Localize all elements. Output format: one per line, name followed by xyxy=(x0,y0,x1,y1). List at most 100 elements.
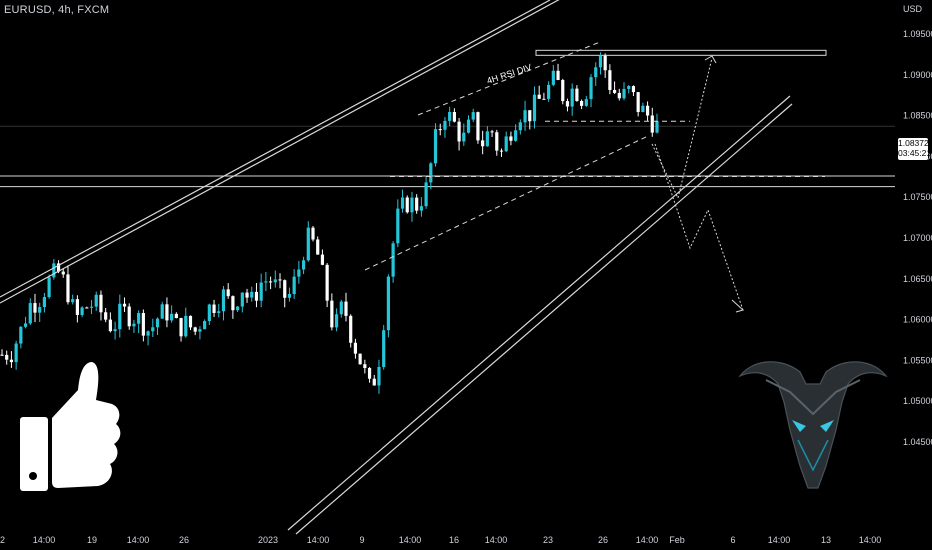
candle-body xyxy=(212,304,216,313)
candle-body xyxy=(122,303,127,307)
currency-label: USD xyxy=(903,4,923,14)
candle-body xyxy=(198,329,202,332)
candlesticks xyxy=(0,52,659,394)
candle-body xyxy=(236,306,240,311)
candle-body xyxy=(372,378,376,386)
x-tick-label: 9 xyxy=(359,535,364,545)
candle-body xyxy=(42,297,47,308)
candle-body xyxy=(250,291,254,298)
price-axis[interactable]: USD1.095001.090001.085001.080001.075001.… xyxy=(903,4,932,447)
candle-body xyxy=(655,121,659,133)
candle-body xyxy=(490,131,494,133)
x-tick-label: 2 xyxy=(0,535,5,545)
candle-body xyxy=(462,132,466,142)
y-tick-label: 1.08500 xyxy=(903,111,932,121)
last-price-marker[interactable]: 1.08372 03:45:21 xyxy=(898,138,932,160)
candle-body xyxy=(19,326,23,344)
candle-body xyxy=(259,282,263,301)
candle-body xyxy=(424,182,428,207)
candle-body xyxy=(334,314,339,328)
channel-line xyxy=(295,103,793,535)
candle-body xyxy=(56,263,61,272)
candle-body xyxy=(349,315,353,343)
y-tick-label: 1.05500 xyxy=(903,355,932,365)
candle-body xyxy=(386,276,391,331)
x-tick-label: 14:00 xyxy=(485,535,508,545)
candle-body xyxy=(278,279,282,281)
candle-body xyxy=(504,136,508,152)
candle-body xyxy=(311,227,315,240)
candle-body xyxy=(108,319,112,332)
y-tick-label: 1.07500 xyxy=(903,192,932,202)
candle-body xyxy=(410,197,414,213)
candle-body xyxy=(608,70,612,90)
candle-body xyxy=(603,55,607,71)
candle-body xyxy=(598,55,603,68)
candle-body xyxy=(9,359,14,363)
candle-body xyxy=(132,323,136,327)
y-tick-label: 1.09500 xyxy=(903,29,932,39)
candle-body xyxy=(344,301,348,316)
candle-body xyxy=(382,330,386,367)
projection-arrowhead xyxy=(731,299,745,313)
candle-body xyxy=(118,303,122,330)
x-tick-label: 14:00 xyxy=(33,535,56,545)
candle-body xyxy=(438,129,442,131)
candle-body xyxy=(170,313,174,321)
x-tick-label: 16 xyxy=(449,535,459,545)
candle-body xyxy=(636,92,640,113)
bullish-projection-path xyxy=(651,57,713,200)
candle-body xyxy=(617,92,621,99)
candle-body xyxy=(509,136,513,141)
candle-body xyxy=(61,271,65,275)
x-tick-label: 6 xyxy=(730,535,735,545)
candle-body xyxy=(594,67,598,78)
candle-body xyxy=(542,98,546,100)
candle-body xyxy=(85,307,89,309)
candle-body xyxy=(5,354,9,360)
candle-body xyxy=(320,254,325,265)
candle-body xyxy=(429,163,433,183)
y-tick-label: 1.06000 xyxy=(903,315,932,325)
candle-body xyxy=(179,318,183,337)
candle-body xyxy=(14,343,18,363)
candle-body xyxy=(184,315,188,337)
time-axis[interactable]: 2 14:00 19 14:00 26 2023 14:00 9 14:00 16 14:00 23 2… xyxy=(0,535,881,545)
candle-body xyxy=(452,111,456,122)
candle-body xyxy=(89,306,94,308)
candle-body xyxy=(113,329,117,332)
candle-body xyxy=(485,131,489,147)
y-tick-label: 1.06500 xyxy=(903,274,932,284)
x-tick-label: 2023 xyxy=(258,535,278,545)
candle-body xyxy=(297,269,301,277)
candle-body xyxy=(650,115,654,133)
candle-body xyxy=(264,281,268,283)
bar-countdown: 03:45:21 xyxy=(898,148,932,158)
candle-body xyxy=(358,353,362,365)
candle-body xyxy=(301,260,306,270)
candle-body xyxy=(353,342,358,354)
x-tick-label: 14:00 xyxy=(768,535,791,545)
y-tick-label: 1.05000 xyxy=(903,396,932,406)
y-tick-label: 1.07000 xyxy=(903,233,932,243)
candle-body xyxy=(645,105,650,116)
candle-body xyxy=(104,312,108,320)
candle-body xyxy=(165,304,169,321)
candle-body xyxy=(80,307,84,315)
candle-body xyxy=(66,274,70,303)
candle-body xyxy=(627,86,631,89)
candle-body xyxy=(52,263,56,278)
candle-body xyxy=(495,132,499,151)
candle-body xyxy=(325,264,329,301)
candle-body xyxy=(137,313,141,324)
candle-body xyxy=(203,321,207,330)
rsi-div-upper-line xyxy=(417,41,601,116)
candle-body xyxy=(471,112,475,120)
candle-body xyxy=(433,129,438,164)
candle-body xyxy=(28,303,32,324)
candle-body xyxy=(584,99,588,106)
candle-body xyxy=(254,291,259,301)
candle-body xyxy=(556,70,560,81)
support-resistance-levels xyxy=(0,49,895,188)
